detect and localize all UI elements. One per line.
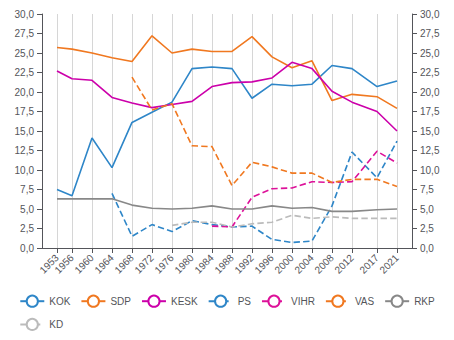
svg-text:7,5: 7,5 — [420, 184, 434, 195]
svg-text:20,0: 20,0 — [15, 87, 35, 98]
svg-text:2000: 2000 — [272, 252, 296, 276]
svg-text:RKP: RKP — [414, 296, 435, 307]
svg-text:27,5: 27,5 — [420, 28, 440, 39]
svg-text:1972: 1972 — [132, 252, 156, 276]
svg-text:1984: 1984 — [192, 252, 216, 276]
svg-text:7,5: 7,5 — [20, 184, 34, 195]
svg-text:1960: 1960 — [72, 252, 96, 276]
svg-text:22,5: 22,5 — [15, 67, 35, 78]
svg-text:2017: 2017 — [357, 252, 381, 276]
svg-text:0,0: 0,0 — [420, 243, 434, 254]
svg-text:27,5: 27,5 — [15, 28, 35, 39]
svg-text:1988: 1988 — [212, 252, 236, 276]
svg-text:KOK: KOK — [49, 296, 70, 307]
svg-text:17,5: 17,5 — [15, 106, 35, 117]
svg-text:SDP: SDP — [110, 296, 131, 307]
svg-text:1996: 1996 — [252, 252, 276, 276]
svg-text:5,0: 5,0 — [420, 204, 434, 215]
svg-text:2021: 2021 — [377, 252, 401, 276]
svg-text:2012: 2012 — [332, 252, 356, 276]
svg-text:30,0: 30,0 — [15, 9, 35, 20]
svg-text:1992: 1992 — [232, 252, 256, 276]
svg-text:10,0: 10,0 — [15, 165, 35, 176]
svg-text:2008: 2008 — [312, 252, 336, 276]
svg-text:2,5: 2,5 — [20, 223, 34, 234]
svg-text:1953: 1953 — [37, 252, 61, 276]
svg-text:1980: 1980 — [172, 252, 196, 276]
svg-text:1976: 1976 — [152, 252, 176, 276]
svg-text:2,5: 2,5 — [420, 223, 434, 234]
svg-text:VAS: VAS — [355, 296, 375, 307]
svg-text:20,0: 20,0 — [420, 87, 440, 98]
svg-text:0,0: 0,0 — [20, 243, 34, 254]
svg-text:5,0: 5,0 — [20, 204, 34, 215]
svg-text:KD: KD — [49, 319, 63, 330]
svg-text:1964: 1964 — [92, 252, 116, 276]
svg-text:PS: PS — [238, 296, 252, 307]
svg-text:12,5: 12,5 — [15, 145, 35, 156]
svg-text:10,0: 10,0 — [420, 165, 440, 176]
svg-text:12,5: 12,5 — [420, 145, 440, 156]
svg-text:1968: 1968 — [112, 252, 136, 276]
svg-text:17,5: 17,5 — [420, 106, 440, 117]
svg-text:KESK: KESK — [171, 296, 198, 307]
svg-text:25,0: 25,0 — [15, 48, 35, 59]
svg-text:VIHR: VIHR — [291, 296, 315, 307]
svg-text:15,0: 15,0 — [420, 126, 440, 137]
svg-text:2004: 2004 — [292, 252, 316, 276]
svg-text:30,0: 30,0 — [420, 9, 440, 20]
svg-text:25,0: 25,0 — [420, 48, 440, 59]
svg-text:22,5: 22,5 — [420, 67, 440, 78]
svg-text:15,0: 15,0 — [15, 126, 35, 137]
svg-text:1956: 1956 — [52, 252, 76, 276]
